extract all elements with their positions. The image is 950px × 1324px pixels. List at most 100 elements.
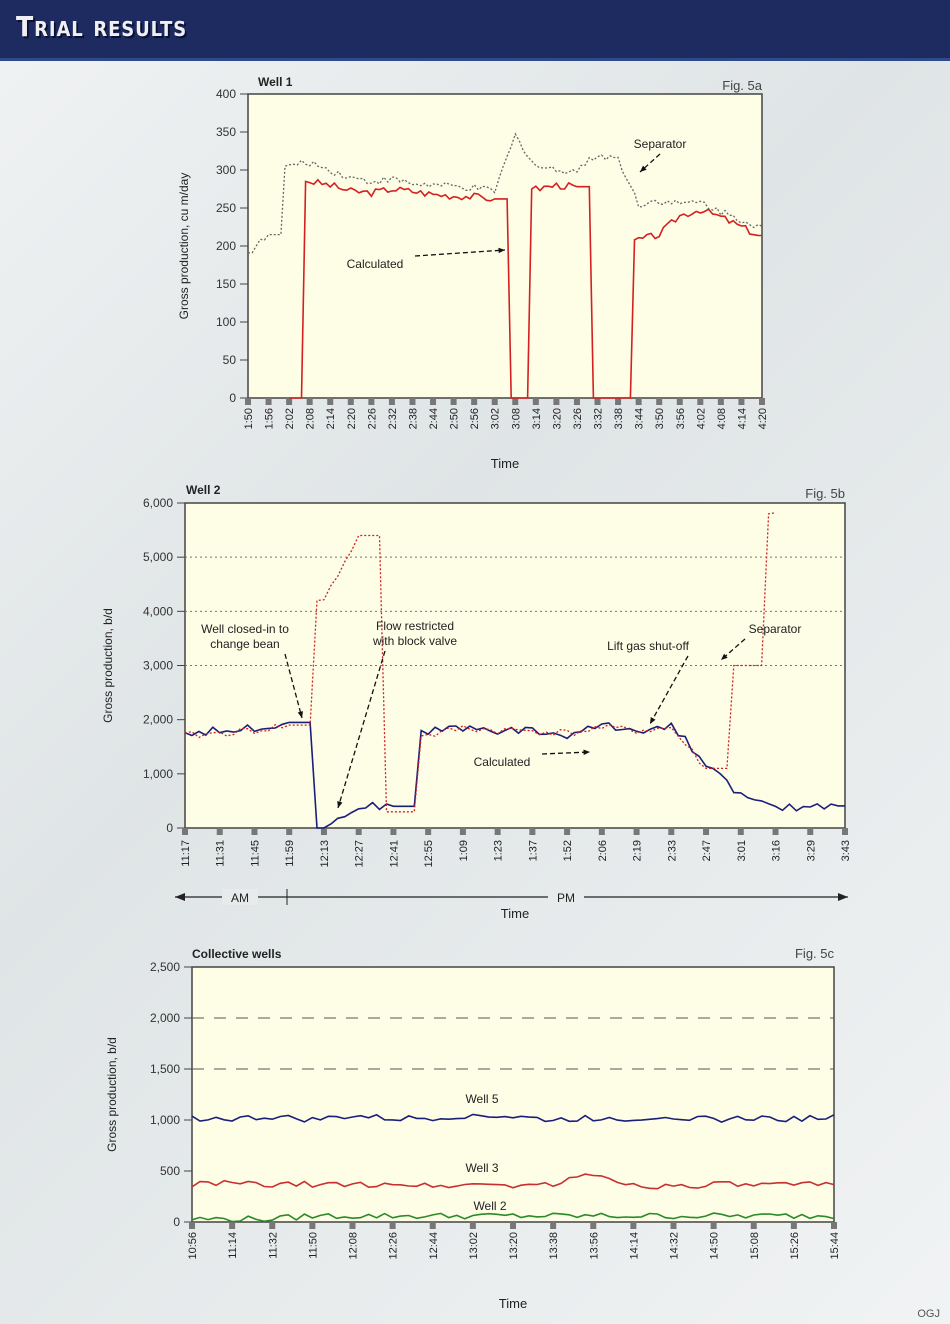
x-tick [738, 398, 745, 405]
arrow-left-icon [175, 893, 185, 901]
figure-label: Fig. 5b [805, 486, 845, 501]
plot-area [191, 966, 835, 1223]
x-tick-label: 2:47 [701, 840, 713, 861]
x-tick [656, 398, 663, 405]
y-tick-label: 100 [216, 315, 236, 329]
x-tick [494, 828, 501, 835]
x-tick [590, 1222, 597, 1229]
x-tick-label: 11:14 [227, 1232, 239, 1259]
y-tick-label: 1,000 [143, 767, 173, 781]
x-tick-label: 2:32 [387, 408, 399, 429]
y-tick-label: 2,000 [150, 1011, 180, 1025]
figure-label: Fig. 5a [722, 78, 763, 93]
x-tick [737, 828, 744, 835]
x-tick-label: 12:13 [319, 840, 331, 868]
x-tick-label: 2:06 [597, 840, 609, 861]
x-tick [425, 828, 432, 835]
annotation-label: Well closed-in to [201, 622, 289, 636]
x-tick [633, 828, 640, 835]
x-tick [759, 398, 765, 405]
x-tick [245, 398, 251, 405]
x-tick-label: 2:14 [325, 408, 337, 429]
x-axis-label: Time [501, 906, 529, 921]
x-tick-label: 4:14 [736, 408, 748, 429]
x-tick [676, 398, 683, 405]
x-tick-label: 2:56 [469, 408, 481, 429]
x-tick [491, 398, 498, 405]
chart-title: Collective wells [192, 947, 282, 961]
x-tick [512, 398, 519, 405]
x-tick-label: 13:02 [468, 1232, 480, 1260]
y-tick-label: 5,000 [143, 550, 173, 564]
x-tick [286, 398, 293, 405]
source-credit: OGJ [917, 1308, 940, 1320]
x-tick-label: 2:19 [632, 840, 644, 861]
x-tick [349, 1222, 356, 1229]
arrowhead-icon [650, 717, 656, 724]
y-tick-label: 0 [166, 821, 173, 835]
x-tick [450, 398, 457, 405]
y-tick-label: 2,000 [143, 713, 173, 727]
x-tick-label: 11:17 [180, 840, 192, 867]
series-label: Well 5 [465, 1092, 498, 1106]
x-tick-label: 15:26 [789, 1232, 801, 1260]
x-tick-label: 4:02 [695, 408, 707, 429]
x-tick-label: 12:26 [388, 1232, 400, 1260]
x-tick-label: 1:09 [458, 840, 470, 861]
x-tick-label: 3:29 [805, 840, 817, 861]
x-tick [598, 828, 605, 835]
x-tick [510, 1222, 516, 1229]
x-tick [269, 1222, 276, 1229]
x-tick [327, 398, 334, 405]
y-tick-label: 250 [216, 201, 236, 215]
x-tick [670, 1222, 677, 1229]
y-axis-label: Gross production, cu m/day [177, 173, 191, 320]
annotation-label: Calculated [347, 257, 404, 271]
x-tick-label: 2:50 [449, 408, 461, 429]
period-label-pm: PM [557, 891, 575, 905]
x-tick [630, 1222, 637, 1229]
x-tick-label: 3:20 [551, 408, 563, 429]
x-tick-label: 1:56 [264, 408, 276, 429]
x-tick-label: 13:56 [588, 1232, 600, 1260]
x-axis-label: Time [491, 456, 519, 471]
x-tick-label: 11:45 [249, 840, 261, 867]
chart-well-1: Well 1 Fig. 5a 0 50 100 150 200 250 300 350 400 1:5… [177, 75, 769, 471]
x-tick [842, 828, 848, 835]
annotation-label: change bean [210, 637, 279, 651]
x-tick-label: 11:31 [215, 840, 227, 867]
x-tick [309, 1222, 316, 1229]
x-tick-label: 3:01 [736, 840, 748, 861]
x-tick-label: 12:41 [388, 840, 400, 868]
y-tick-label: 150 [216, 277, 236, 291]
arrowhead-icon [721, 653, 728, 660]
x-tick-label: 14:50 [709, 1232, 721, 1260]
y-axis-label: Gross production, b/d [101, 608, 115, 723]
x-tick-label: 3:26 [572, 408, 584, 429]
x-tick-label: 15:44 [829, 1232, 841, 1260]
x-tick [703, 828, 710, 835]
series-line-well-5 [191, 1113, 835, 1123]
x-tick [389, 1222, 396, 1229]
x-tick [265, 398, 272, 405]
series-line-calculated [289, 178, 763, 399]
x-tick [390, 828, 397, 835]
x-tick-label: 3:43 [840, 840, 852, 861]
x-tick [772, 828, 779, 835]
x-tick [573, 398, 580, 405]
x-tick-label: 12:27 [354, 840, 366, 868]
x-tick [229, 1222, 236, 1229]
x-tick [532, 398, 539, 405]
arrowhead-icon [498, 247, 505, 254]
x-tick-label: 1:37 [527, 840, 539, 861]
series-line-calculated [184, 721, 845, 829]
series-label: Well 2 [473, 1199, 506, 1213]
y-tick-label: 50 [223, 353, 237, 367]
x-tick [697, 398, 704, 405]
annotation-label: Separator [634, 137, 687, 151]
x-tick-label: 12:55 [423, 840, 435, 868]
x-tick-label: 4:08 [716, 408, 728, 429]
x-tick [182, 828, 188, 835]
x-tick-label: 3:50 [654, 408, 666, 429]
x-tick-label: 2:33 [666, 840, 678, 861]
